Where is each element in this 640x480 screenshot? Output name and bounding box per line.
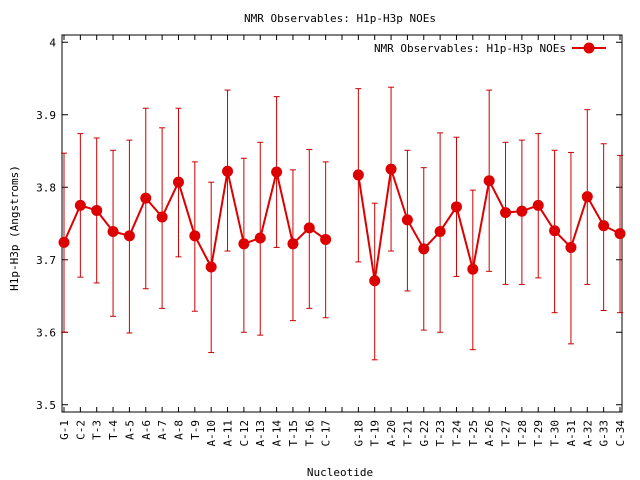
legend-label: NMR Observables: H1p-H3p NOEs: [374, 42, 566, 55]
data-point: [565, 241, 577, 253]
x-tick-label: T-9: [189, 420, 202, 440]
x-tick-label: A-10: [205, 420, 218, 447]
y-tick-label: 4: [49, 36, 56, 49]
x-tick-label: T-4: [107, 420, 120, 440]
data-point: [369, 275, 381, 287]
x-tick-label: A-13: [254, 420, 267, 447]
x-tick-label: T-19: [369, 420, 382, 447]
data-point: [549, 225, 561, 237]
legend-marker: [583, 42, 595, 54]
x-tick-label: T-21: [401, 420, 414, 447]
x-tick-label: G-33: [598, 420, 611, 447]
data-point: [287, 238, 299, 250]
x-tick-label: T-25: [467, 420, 480, 447]
x-tick-label: A-32: [581, 420, 594, 447]
x-tick-label: G-18: [352, 420, 365, 447]
series-line: [63, 168, 621, 281]
y-tick-label: 3.9: [36, 109, 56, 122]
x-tick-label: T-28: [516, 420, 529, 447]
data-point: [222, 165, 234, 177]
y-tick-label: 3.8: [36, 181, 56, 194]
data-point: [107, 225, 119, 237]
x-tick-label: C-34: [614, 420, 627, 447]
x-tick-label: G-1: [58, 420, 71, 440]
data-point: [140, 192, 152, 204]
x-tick-label: G-22: [418, 420, 431, 447]
x-tick-label: T-16: [303, 420, 316, 447]
x-tick-label: T-27: [500, 420, 513, 447]
x-tick-label: T-24: [450, 420, 463, 447]
y-tick-label: 3.5: [36, 399, 56, 412]
x-tick-label: A-6: [140, 420, 153, 440]
y-tick-label: 3.6: [36, 326, 56, 339]
x-tick-label: A-11: [222, 420, 235, 447]
data-point: [434, 225, 446, 237]
data-point: [450, 201, 462, 213]
x-tick-label: T-29: [532, 420, 545, 447]
data-point: [401, 214, 413, 226]
y-axis-label: H1p-H3p (Angstroms): [8, 165, 21, 291]
data-point: [467, 263, 479, 275]
chart-title: NMR Observables: H1p-H3p NOEs: [244, 12, 436, 25]
data-point: [271, 166, 283, 178]
data-points: [58, 163, 626, 287]
data-point: [483, 175, 495, 187]
data-point: [352, 169, 364, 181]
data-point: [500, 207, 512, 219]
x-tick-label: A-31: [565, 420, 578, 447]
data-point: [614, 228, 626, 240]
data-point: [418, 243, 430, 255]
legend: NMR Observables: H1p-H3p NOEs: [374, 42, 606, 55]
y-tick-label: 3.7: [36, 254, 56, 267]
data-point: [156, 211, 168, 223]
data-point: [238, 238, 250, 250]
x-tick-label: T-23: [434, 420, 447, 447]
x-axis-ticks: G-1 C-2 T-3 T-4 A-5 A-6 A-7 A-8 T-9 A-10 A-11 C-12 A…: [58, 35, 627, 447]
x-tick-label: T-3: [91, 420, 104, 440]
data-point: [123, 230, 135, 242]
data-point: [74, 199, 86, 211]
x-tick-label: C-17: [320, 420, 333, 447]
data-point: [516, 205, 528, 217]
data-point: [189, 230, 201, 242]
data-point: [91, 204, 103, 216]
x-tick-label: T-30: [549, 420, 562, 447]
data-point: [320, 233, 332, 245]
x-tick-label: A-7: [156, 420, 169, 440]
x-tick-label: A-14: [271, 420, 284, 447]
data-point: [172, 176, 184, 188]
data-point: [205, 261, 217, 273]
data-point: [303, 222, 315, 234]
y-axis-ticks: 3.5 3.6 3.7 3.8 3.9 4: [36, 36, 622, 412]
data-point: [598, 220, 610, 232]
x-tick-label: C-12: [238, 420, 251, 447]
data-point: [58, 236, 70, 248]
x-tick-label: T-15: [287, 420, 300, 447]
data-point: [385, 163, 397, 175]
error-bars: [61, 86, 623, 361]
x-tick-label: C-2: [74, 420, 87, 440]
x-tick-label: A-26: [483, 420, 496, 447]
data-point: [532, 199, 544, 211]
data-point: [581, 191, 593, 203]
x-tick-label: A-20: [385, 420, 398, 447]
x-tick-label: A-8: [172, 420, 185, 440]
data-point: [254, 232, 266, 244]
x-axis-label: Nucleotide: [307, 466, 373, 479]
x-tick-label: A-5: [123, 420, 136, 440]
